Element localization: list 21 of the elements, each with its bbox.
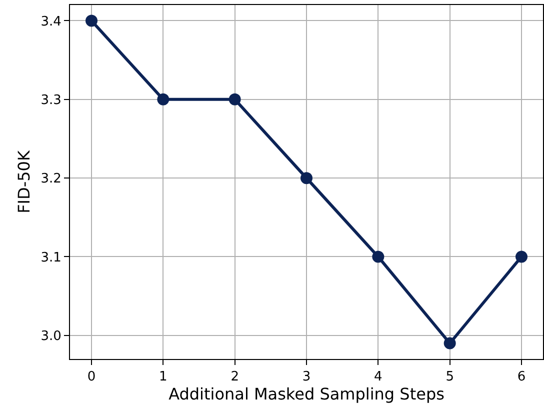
y-tick-label: 3.2 <box>40 172 62 187</box>
point <box>86 14 98 27</box>
x-tick-label: 6 <box>517 370 526 385</box>
point <box>300 172 312 184</box>
point <box>372 250 384 263</box>
x-tick-label: 4 <box>374 370 382 385</box>
x-axis-title: Additional Masked Sampling Steps <box>168 384 444 404</box>
y-tick-label: 3.1 <box>40 250 62 266</box>
x-tick-label: 3 <box>302 370 311 385</box>
point <box>228 93 241 106</box>
x-tick-label: 0 <box>87 370 96 385</box>
y-tick-label: 3.0 <box>40 328 62 344</box>
x-tick-label: 5 <box>446 370 454 385</box>
y-tick-label: 3.3 <box>40 92 62 108</box>
point <box>444 337 456 350</box>
point <box>516 250 528 263</box>
x-tick-label: 2 <box>230 370 239 385</box>
x-tick-label: 1 <box>159 370 168 385</box>
y-tick-label: 3.4 <box>40 14 62 30</box>
point <box>157 93 170 106</box>
y-axis-title: FID-50K <box>14 150 34 214</box>
